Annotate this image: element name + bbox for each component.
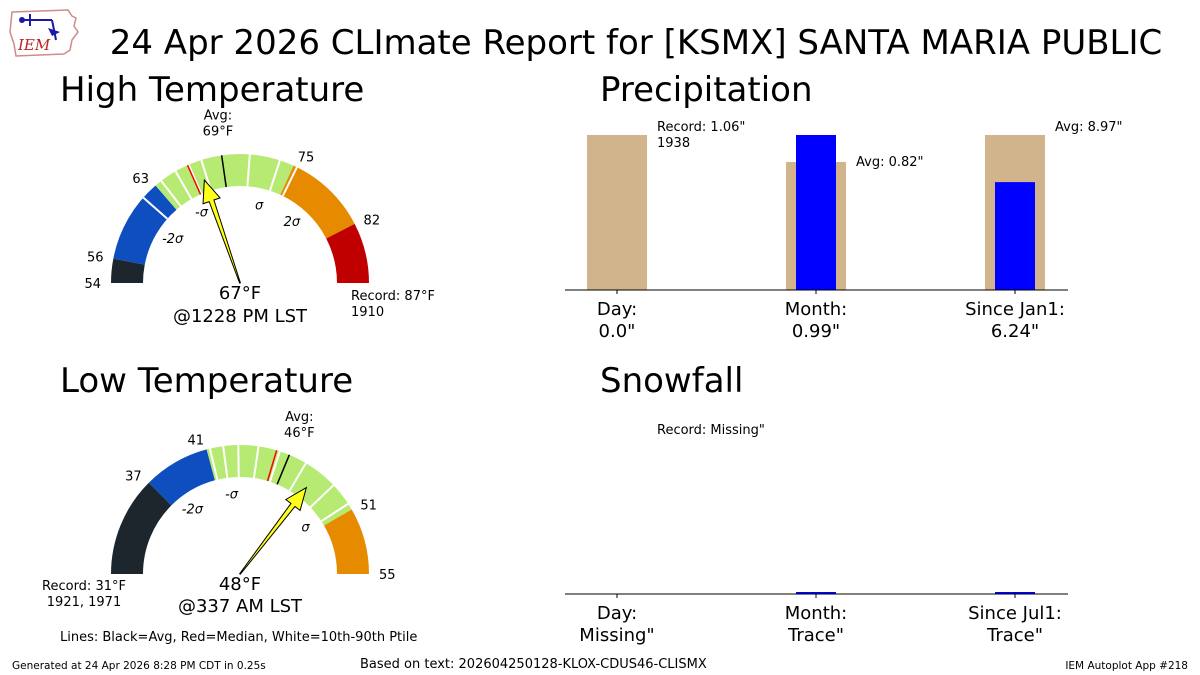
based-on-footer: Based on text: 202604250128-KLOX-CDUS46-…	[360, 657, 707, 672]
observed-value-label: 48°F	[219, 574, 261, 595]
category-label: 0.99"	[792, 321, 840, 342]
percentile-line	[309, 484, 335, 508]
observed-value-label: 67°F	[219, 283, 261, 304]
reference-bar	[587, 135, 647, 290]
avg-value-label: 46°F	[284, 426, 315, 441]
percentile-line	[222, 445, 229, 478]
record-label: Record: 87°F	[351, 289, 435, 304]
avg-line	[220, 155, 227, 188]
percentile-line	[246, 154, 251, 187]
percentile-line	[208, 448, 219, 480]
tick-label: 41	[187, 434, 204, 449]
tick-label: 82	[364, 213, 381, 228]
sigma-label: -σ	[195, 206, 209, 221]
sigma-label: -2σ	[162, 232, 184, 247]
avg-value-label: 69°F	[203, 125, 234, 140]
category-label: Since Jul1:	[968, 603, 1062, 624]
observed-bar	[796, 592, 836, 594]
sigma-label: 2σ	[284, 215, 301, 230]
lines-legend: Lines: Black=Avg, Red=Median, White=10th…	[60, 630, 417, 645]
tick-label: 56	[87, 251, 104, 266]
percentile-line	[142, 196, 168, 220]
tick-label: 63	[132, 172, 149, 187]
tick-label: 54	[84, 277, 101, 292]
avg-label: Avg:	[285, 410, 313, 425]
gauge-low-temperature: Low Temperature Avg:46°F 37 41 51 55 -2σ -σ σ 48°…	[42, 361, 396, 617]
percentile-line	[281, 166, 298, 197]
observed-bar	[995, 182, 1035, 290]
record-label: Record: 31°F	[42, 579, 126, 594]
reference-label: Record: Missing"	[657, 423, 765, 438]
gauge-band-blue	[113, 185, 177, 265]
observed-needle	[202, 178, 242, 284]
gauge-title: High Temperature	[60, 70, 364, 110]
reference-label: Record: 1.06"	[657, 120, 745, 135]
observed-time-label: @1228 PM LST	[173, 306, 308, 327]
median-line	[186, 164, 202, 195]
gauge-band-dark	[111, 482, 172, 574]
bar-panel-title: Precipitation	[600, 70, 813, 110]
sigma-label: -2σ	[182, 502, 204, 517]
category-label: Day:	[597, 299, 637, 320]
app-footer: IEM Autoplot App #218	[1065, 660, 1188, 672]
observed-needle	[238, 486, 308, 575]
bar-panel-precipitation: Precipitation Record: 1.06"1938 Avg: 0.82"…	[565, 70, 1123, 342]
logo-text: IEM	[17, 36, 51, 54]
reference-label: 1938	[657, 136, 690, 151]
iem-logo: IEM	[8, 6, 84, 58]
tick-label: 75	[298, 151, 315, 166]
gauge-band-orange	[280, 165, 355, 239]
gauge-band-blue	[148, 449, 215, 506]
percentile-line	[269, 160, 281, 192]
percentile-line	[174, 170, 193, 200]
category-label: Month:	[785, 299, 847, 320]
observed-bar	[995, 592, 1035, 594]
avg-line	[276, 454, 291, 485]
observed-bar	[796, 135, 836, 290]
percentile-line	[269, 451, 281, 483]
tick-label: 37	[125, 470, 142, 485]
gauge-band-dark	[111, 258, 145, 283]
category-label: Since Jan1:	[965, 299, 1065, 320]
category-label: Month:	[785, 603, 847, 624]
percentile-line	[288, 462, 307, 492]
tick-label: 55	[379, 568, 396, 583]
category-label: Day:	[597, 603, 637, 624]
record-year-label: 1910	[351, 305, 384, 320]
gauge-band-green	[206, 445, 352, 526]
iowa-map-icon: IEM	[9, 9, 79, 57]
category-label: Trace"	[986, 625, 1043, 646]
observed-time-label: @337 AM LST	[178, 596, 303, 617]
category-label: Missing"	[579, 625, 654, 646]
sigma-label: σ	[301, 520, 310, 535]
percentile-line	[160, 180, 182, 207]
precipitation-snowfall-bars: Precipitation Record: 1.06"1938 Avg: 0.82"…	[565, 70, 1123, 646]
record-year-label: 1921, 1971	[47, 595, 121, 610]
generated-footer: Generated at 24 Apr 2026 8:28 PM CDT in …	[12, 660, 266, 672]
sigma-label: -σ	[225, 487, 239, 502]
gauge-band-orange	[324, 509, 369, 574]
gauge-band-red	[326, 223, 369, 283]
tick-label: 51	[360, 499, 377, 514]
category-label: 0.0"	[599, 321, 636, 342]
category-label: 6.24"	[991, 321, 1039, 342]
sigma-label: σ	[255, 198, 264, 213]
avg-label: Avg:	[204, 109, 232, 124]
bar-panel-snowfall: Snowfall Record: Missing" Day:Missing" Mont…	[565, 361, 1068, 646]
reference-label: Avg: 8.97"	[1055, 120, 1123, 135]
reference-label: Avg: 0.82"	[856, 155, 924, 170]
bar-panel-title: Snowfall	[600, 361, 743, 401]
page-title: 24 Apr 2026 CLImate Report for [KSMX] SA…	[110, 23, 1163, 63]
percentile-line	[252, 446, 260, 479]
median-line	[266, 450, 278, 482]
percentile-line	[187, 164, 203, 195]
gauge-title: Low Temperature	[60, 361, 353, 401]
category-label: Trace"	[787, 625, 844, 646]
percentile-line	[320, 502, 349, 523]
